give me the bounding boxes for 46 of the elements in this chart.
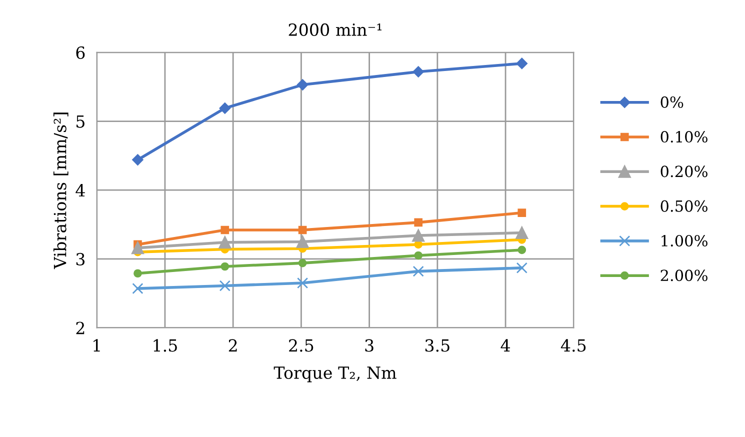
x-tick-label: 4.5	[560, 339, 586, 352]
legend-label: 0%	[660, 96, 684, 108]
point	[296, 235, 309, 248]
y-tick-label: 3	[76, 252, 84, 266]
point	[518, 246, 526, 254]
point	[412, 229, 425, 242]
chart-title: 2000 min⁻¹	[288, 23, 382, 36]
legend-label: 0.20%	[660, 166, 708, 178]
point	[412, 66, 424, 78]
x-tick-label: 1	[94, 339, 100, 352]
point	[518, 208, 526, 217]
y-tick-label: 2	[76, 322, 84, 334]
x-axis-title: Torque T₂, Nm	[274, 366, 396, 382]
point	[218, 236, 232, 249]
x-tick-label: 2	[228, 339, 237, 352]
point	[516, 58, 528, 70]
point	[219, 102, 231, 114]
x-tick-label: 3	[365, 339, 374, 352]
point	[220, 226, 230, 234]
point	[131, 242, 144, 254]
y-tick-label: 5	[76, 115, 84, 128]
legend-label: 2.00%	[660, 270, 708, 282]
legend-label: 1.00%	[662, 234, 708, 246]
point	[516, 262, 528, 274]
y-axis-title: Vibrations [mm/s²]	[53, 112, 68, 270]
point	[414, 251, 423, 260]
x-tick-label: 4	[500, 339, 510, 352]
point	[412, 266, 424, 277]
point	[298, 258, 307, 268]
x-tick-label: 2.5	[289, 339, 314, 352]
point	[219, 280, 230, 292]
point	[414, 218, 423, 227]
point	[134, 269, 142, 278]
x-tick-label: 1.5	[154, 339, 177, 352]
legend-label: 0.10%	[660, 131, 708, 143]
legend-label: 0.50%	[660, 200, 708, 212]
point	[298, 226, 307, 234]
y-tick-label: 6	[76, 46, 85, 60]
point	[516, 226, 528, 240]
point	[296, 79, 308, 90]
point	[132, 282, 144, 294]
point	[297, 277, 308, 289]
point	[132, 154, 144, 166]
point	[220, 262, 230, 271]
x-tick-label: 3.5	[425, 339, 450, 352]
y-tick-label: 4	[76, 184, 85, 196]
